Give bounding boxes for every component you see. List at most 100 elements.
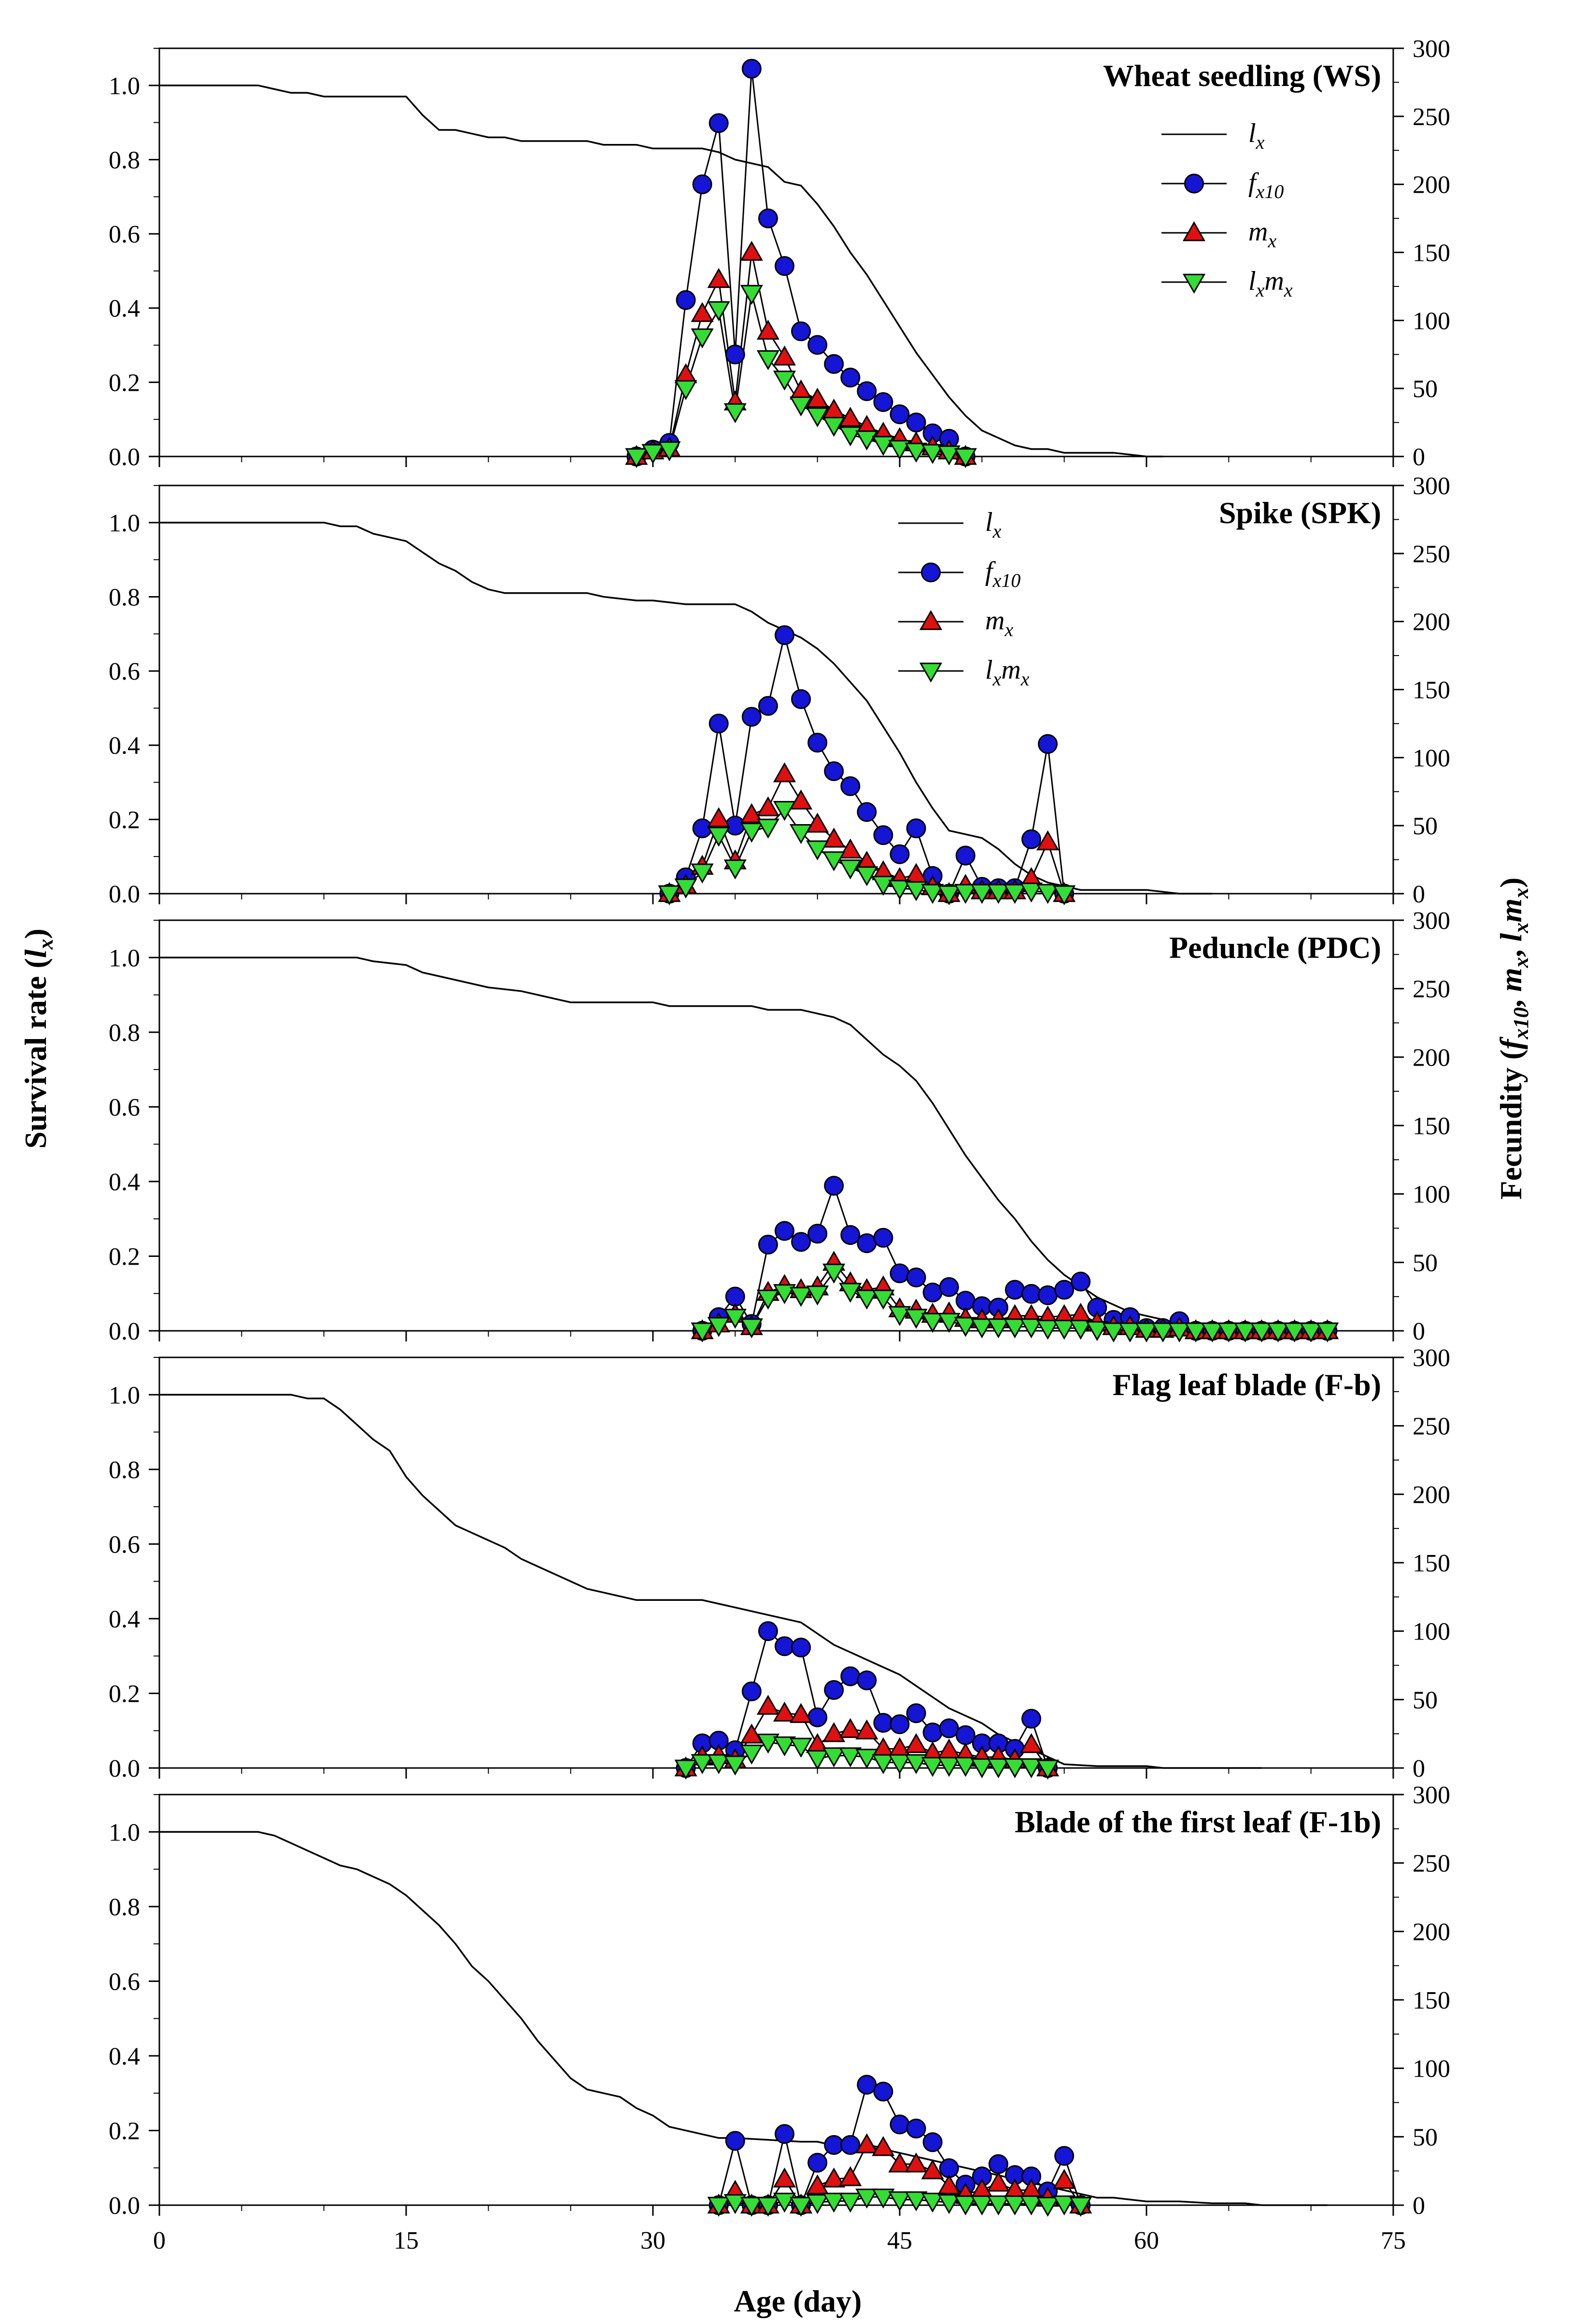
left-tick-label: 0.6: [109, 221, 140, 248]
point-lxmx: [790, 1738, 813, 1758]
point-mx: [822, 1722, 846, 1742]
point-fx10: [1038, 734, 1058, 754]
legend-label-lxmx: lxmx: [1248, 266, 1293, 301]
legend: lx fx10 mx lxmx: [1161, 118, 1293, 301]
panel-title: Peduncle (PDC): [1169, 930, 1381, 965]
right-tick-label: 50: [1413, 1686, 1438, 1714]
point-lxmx: [987, 1758, 1010, 1779]
point-lxmx: [674, 1759, 697, 1780]
point-fx10: [906, 1703, 926, 1724]
left-tick-label: 0.6: [109, 1094, 140, 1121]
point-lxmx: [855, 1289, 878, 1310]
point-mx: [740, 241, 763, 261]
point-lxmx: [839, 2193, 862, 2213]
point-mx: [1019, 1733, 1043, 1754]
point-fx10: [873, 392, 893, 412]
point-mx: [839, 2166, 862, 2186]
point-lxmx: [723, 2194, 747, 2214]
panel-title: Wheat seedling (WS): [1103, 58, 1381, 93]
point-mx: [872, 2136, 895, 2156]
point-lxmx: [756, 818, 780, 839]
right-tick-label: 150: [1413, 1112, 1450, 1140]
point-lxmx: [773, 1736, 796, 1756]
point-lxmx: [855, 866, 878, 886]
right-tick-label: 250: [1413, 103, 1450, 131]
point-mx: [888, 2152, 911, 2173]
point-mx: [822, 827, 846, 848]
point-lxmx: [723, 403, 747, 424]
point-fx10: [725, 2131, 745, 2151]
left-tick-label: 1.0: [109, 510, 140, 537]
point-mx: [921, 2159, 944, 2180]
point-mx: [937, 2174, 961, 2195]
point-lxmx: [855, 1749, 878, 1769]
point-lxmx: [839, 1747, 862, 1768]
point-fx10: [807, 1224, 828, 1244]
point-lxmx: [1053, 2195, 1076, 2216]
panel-5: 0.0 0.2 0.4 0.6 0.8 1.0 0 50 100 150 200 250 300 0 15 3…: [109, 1782, 1450, 2254]
point-mx: [773, 345, 796, 366]
point-fx10: [775, 1221, 795, 1241]
x-tick-label: 15: [394, 2227, 419, 2254]
point-lxmx: [839, 426, 862, 446]
point-fx10: [1054, 2146, 1075, 2166]
point-lxmx: [1036, 2196, 1060, 2217]
panel-4: 0.0 0.2 0.4 0.6 0.8 1.0 0 50 100 150 200 250 300 Flag…: [109, 1344, 1450, 1782]
point-lxmx: [822, 2193, 846, 2213]
point-lxmx: [855, 2188, 878, 2209]
point-mx: [839, 1718, 862, 1738]
x-tick-label: 60: [1134, 2227, 1159, 2254]
right-tick-label: 200: [1413, 1918, 1450, 1946]
right-tick-label: 50: [1413, 375, 1438, 403]
point-fx10: [775, 2124, 795, 2144]
point-lxmx: [1151, 1322, 1174, 1343]
panel-2: 0.0 0.2 0.4 0.6 0.8 1.0 0 50 100 150 200 250 300 Spik…: [109, 472, 1450, 908]
point-fx10: [955, 845, 976, 866]
point-lxmx: [1053, 1320, 1076, 1340]
point-lxmx: [707, 301, 730, 321]
legend-sample-marker: [919, 662, 943, 683]
point-mx: [855, 1719, 878, 1739]
point-lxmx: [987, 1318, 1010, 1339]
right-tick-label: 100: [1413, 2055, 1450, 2083]
point-lxmx: [855, 430, 878, 451]
point-lxmx: [790, 824, 813, 844]
point-fx10: [1071, 1271, 1091, 1292]
point-lxmx: [1118, 1322, 1142, 1343]
point-lxmx: [1003, 1758, 1027, 1779]
right-tick-label: 300: [1413, 35, 1450, 63]
point-fx10: [741, 58, 762, 79]
point-fx10: [725, 344, 745, 365]
left-tick-label: 0.6: [109, 1531, 140, 1558]
point-lxmx: [954, 884, 977, 904]
point-fx10: [890, 404, 910, 425]
left-tick-label: 0.6: [109, 1968, 140, 1996]
legend-label-mx: mx: [1248, 217, 1276, 252]
point-lxmx: [1250, 1322, 1273, 1343]
point-fx10: [775, 625, 795, 645]
point-lxmx: [1069, 1320, 1092, 1340]
right-tick-label: 300: [1413, 907, 1450, 935]
point-fx10: [939, 1718, 959, 1739]
point-lxmx: [954, 1317, 977, 1337]
series-lx-line: [159, 1394, 1262, 1769]
point-fx10: [890, 1714, 910, 1734]
point-fx10: [807, 732, 828, 753]
point-lxmx: [1168, 1322, 1191, 1343]
legend-label-fx10: fx10: [1248, 168, 1284, 202]
point-fx10: [824, 761, 844, 781]
point-lxmx: [641, 444, 665, 464]
left-tick-label: 0.2: [109, 1243, 140, 1270]
point-lxmx: [790, 396, 813, 416]
point-lxmx: [888, 1754, 911, 1774]
point-fx10: [758, 696, 778, 716]
point-mx: [740, 1723, 763, 1744]
point-fx10: [955, 1725, 976, 1745]
right-tick-label: 200: [1413, 171, 1450, 199]
right-tick-label: 0: [1413, 443, 1425, 471]
x-tick-label: 30: [640, 2227, 665, 2254]
point-lxmx: [905, 881, 928, 901]
point-lxmx: [674, 380, 697, 400]
left-tick-label: 0.0: [109, 881, 140, 908]
point-lxmx: [1003, 2195, 1027, 2216]
